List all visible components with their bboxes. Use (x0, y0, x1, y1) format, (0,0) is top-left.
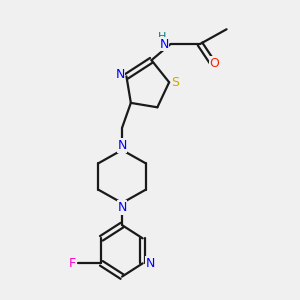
Text: S: S (172, 76, 180, 89)
Text: N: N (117, 201, 127, 214)
Text: F: F (69, 257, 76, 270)
Text: N: N (145, 257, 155, 270)
Text: N: N (117, 139, 127, 152)
Text: N: N (115, 68, 125, 81)
Text: N: N (159, 38, 169, 50)
Text: H: H (158, 32, 166, 42)
Text: O: O (209, 57, 219, 70)
